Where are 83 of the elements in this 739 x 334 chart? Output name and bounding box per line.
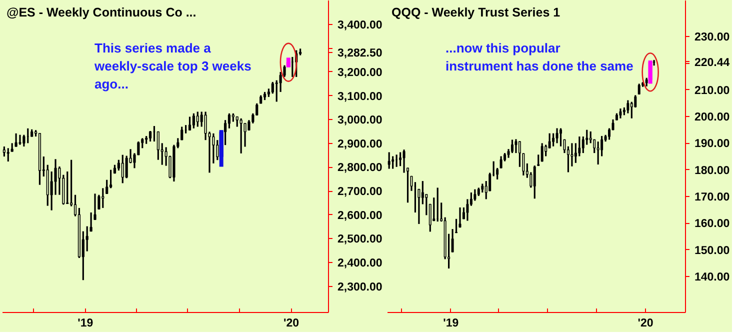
candlestick bbox=[451, 228, 454, 253]
x-tick-label: '19 bbox=[78, 318, 94, 330]
candlestick bbox=[156, 130, 160, 161]
y-tick-label: 3,400.00 bbox=[338, 19, 382, 32]
candlestick bbox=[228, 112, 231, 130]
candlestick bbox=[608, 127, 611, 140]
candlestick bbox=[98, 194, 100, 210]
y-tick-label: 220.44 bbox=[694, 56, 730, 69]
candlestick bbox=[518, 140, 521, 168]
candlestick bbox=[216, 139, 219, 161]
x-tick-label: '20 bbox=[638, 318, 654, 330]
candlestick bbox=[388, 151, 390, 170]
candlestick bbox=[392, 155, 394, 170]
annotation: This series made a weekly-scale top 3 weeks ago... bbox=[94, 40, 252, 92]
candlestick bbox=[271, 81, 274, 94]
y-tick-label: 3,100.00 bbox=[338, 90, 382, 103]
y-tick-label: 2,900.00 bbox=[338, 138, 382, 150]
y-tick-label: 150.00 bbox=[694, 244, 730, 257]
candlestick bbox=[466, 198, 469, 222]
candlestick bbox=[548, 132, 551, 149]
candlestick bbox=[514, 138, 518, 154]
candlestick bbox=[537, 154, 540, 166]
candlestick bbox=[533, 164, 536, 200]
candlestick bbox=[14, 132, 18, 148]
candlestick bbox=[18, 134, 22, 146]
y-tick-label: 3,200.00 bbox=[338, 66, 382, 79]
y-tick-label: 140.00 bbox=[694, 272, 730, 284]
y-tick-label: 3,000.00 bbox=[338, 114, 382, 127]
candlestick bbox=[500, 155, 502, 169]
candlestick bbox=[219, 130, 224, 167]
candlestick bbox=[510, 138, 514, 154]
y-tick-label: 2,400.00 bbox=[338, 257, 382, 270]
y-tick-label: 2,500.00 bbox=[338, 234, 382, 246]
candlestick bbox=[458, 206, 462, 228]
candlestick bbox=[626, 99, 630, 114]
candlestick bbox=[540, 142, 544, 162]
candlestick bbox=[560, 127, 562, 148]
y-tick-label: 2,800.00 bbox=[338, 162, 382, 174]
candlestick bbox=[180, 126, 184, 141]
y-tick-label: 160.00 bbox=[694, 218, 730, 230]
candlestick bbox=[2, 146, 6, 158]
y-tick-label: 3,282.50 bbox=[338, 47, 382, 60]
candlestick bbox=[474, 188, 476, 202]
candlestick bbox=[125, 154, 128, 179]
y-tick-label: 230.00 bbox=[694, 32, 730, 44]
candlestick bbox=[22, 134, 26, 148]
candlestick bbox=[544, 144, 548, 158]
chart-title: @ES - Weekly Continuous Co ... bbox=[6, 6, 196, 20]
y-tick-label: 2,600.00 bbox=[338, 210, 382, 222]
candlestick bbox=[240, 118, 242, 154]
x-tick-label: '19 bbox=[443, 318, 459, 330]
y-tick-label: 170.00 bbox=[694, 192, 730, 204]
candlestick bbox=[432, 196, 436, 222]
candlestick bbox=[102, 187, 104, 209]
candlestick bbox=[522, 152, 525, 176]
y-tick-label: 2,300.00 bbox=[338, 281, 382, 294]
candlestick bbox=[652, 59, 656, 66]
candlestick bbox=[106, 179, 108, 194]
candlestick bbox=[236, 116, 238, 128]
candlestick bbox=[121, 154, 124, 184]
candlestick bbox=[556, 127, 558, 144]
y-tick-label: 210.00 bbox=[694, 84, 730, 97]
y-tick-label: 190.00 bbox=[694, 138, 730, 150]
annotation: ...now this popular instrument has done the same bbox=[446, 40, 634, 74]
y-tick-label: 200.00 bbox=[694, 112, 730, 124]
x-tick-label: '20 bbox=[284, 318, 300, 330]
candlestick bbox=[188, 116, 192, 131]
y-tick-label: 2,700.00 bbox=[338, 186, 382, 198]
candlestick bbox=[275, 79, 278, 103]
y-tick-label: 180.00 bbox=[694, 164, 730, 177]
candlestick bbox=[148, 130, 152, 142]
candlestick bbox=[619, 108, 622, 120]
candlestick bbox=[638, 82, 640, 95]
candlestick bbox=[648, 60, 652, 84]
candlestick bbox=[66, 170, 69, 204]
candlestick bbox=[402, 148, 406, 174]
candlestick bbox=[6, 147, 10, 162]
chart-title: QQQ - Weekly Trust Series 1 bbox=[392, 6, 560, 20]
candlestick bbox=[196, 110, 199, 128]
candlestick bbox=[192, 112, 196, 130]
candlestick bbox=[421, 180, 424, 206]
candlestick bbox=[596, 140, 600, 166]
candlestick bbox=[425, 194, 428, 216]
